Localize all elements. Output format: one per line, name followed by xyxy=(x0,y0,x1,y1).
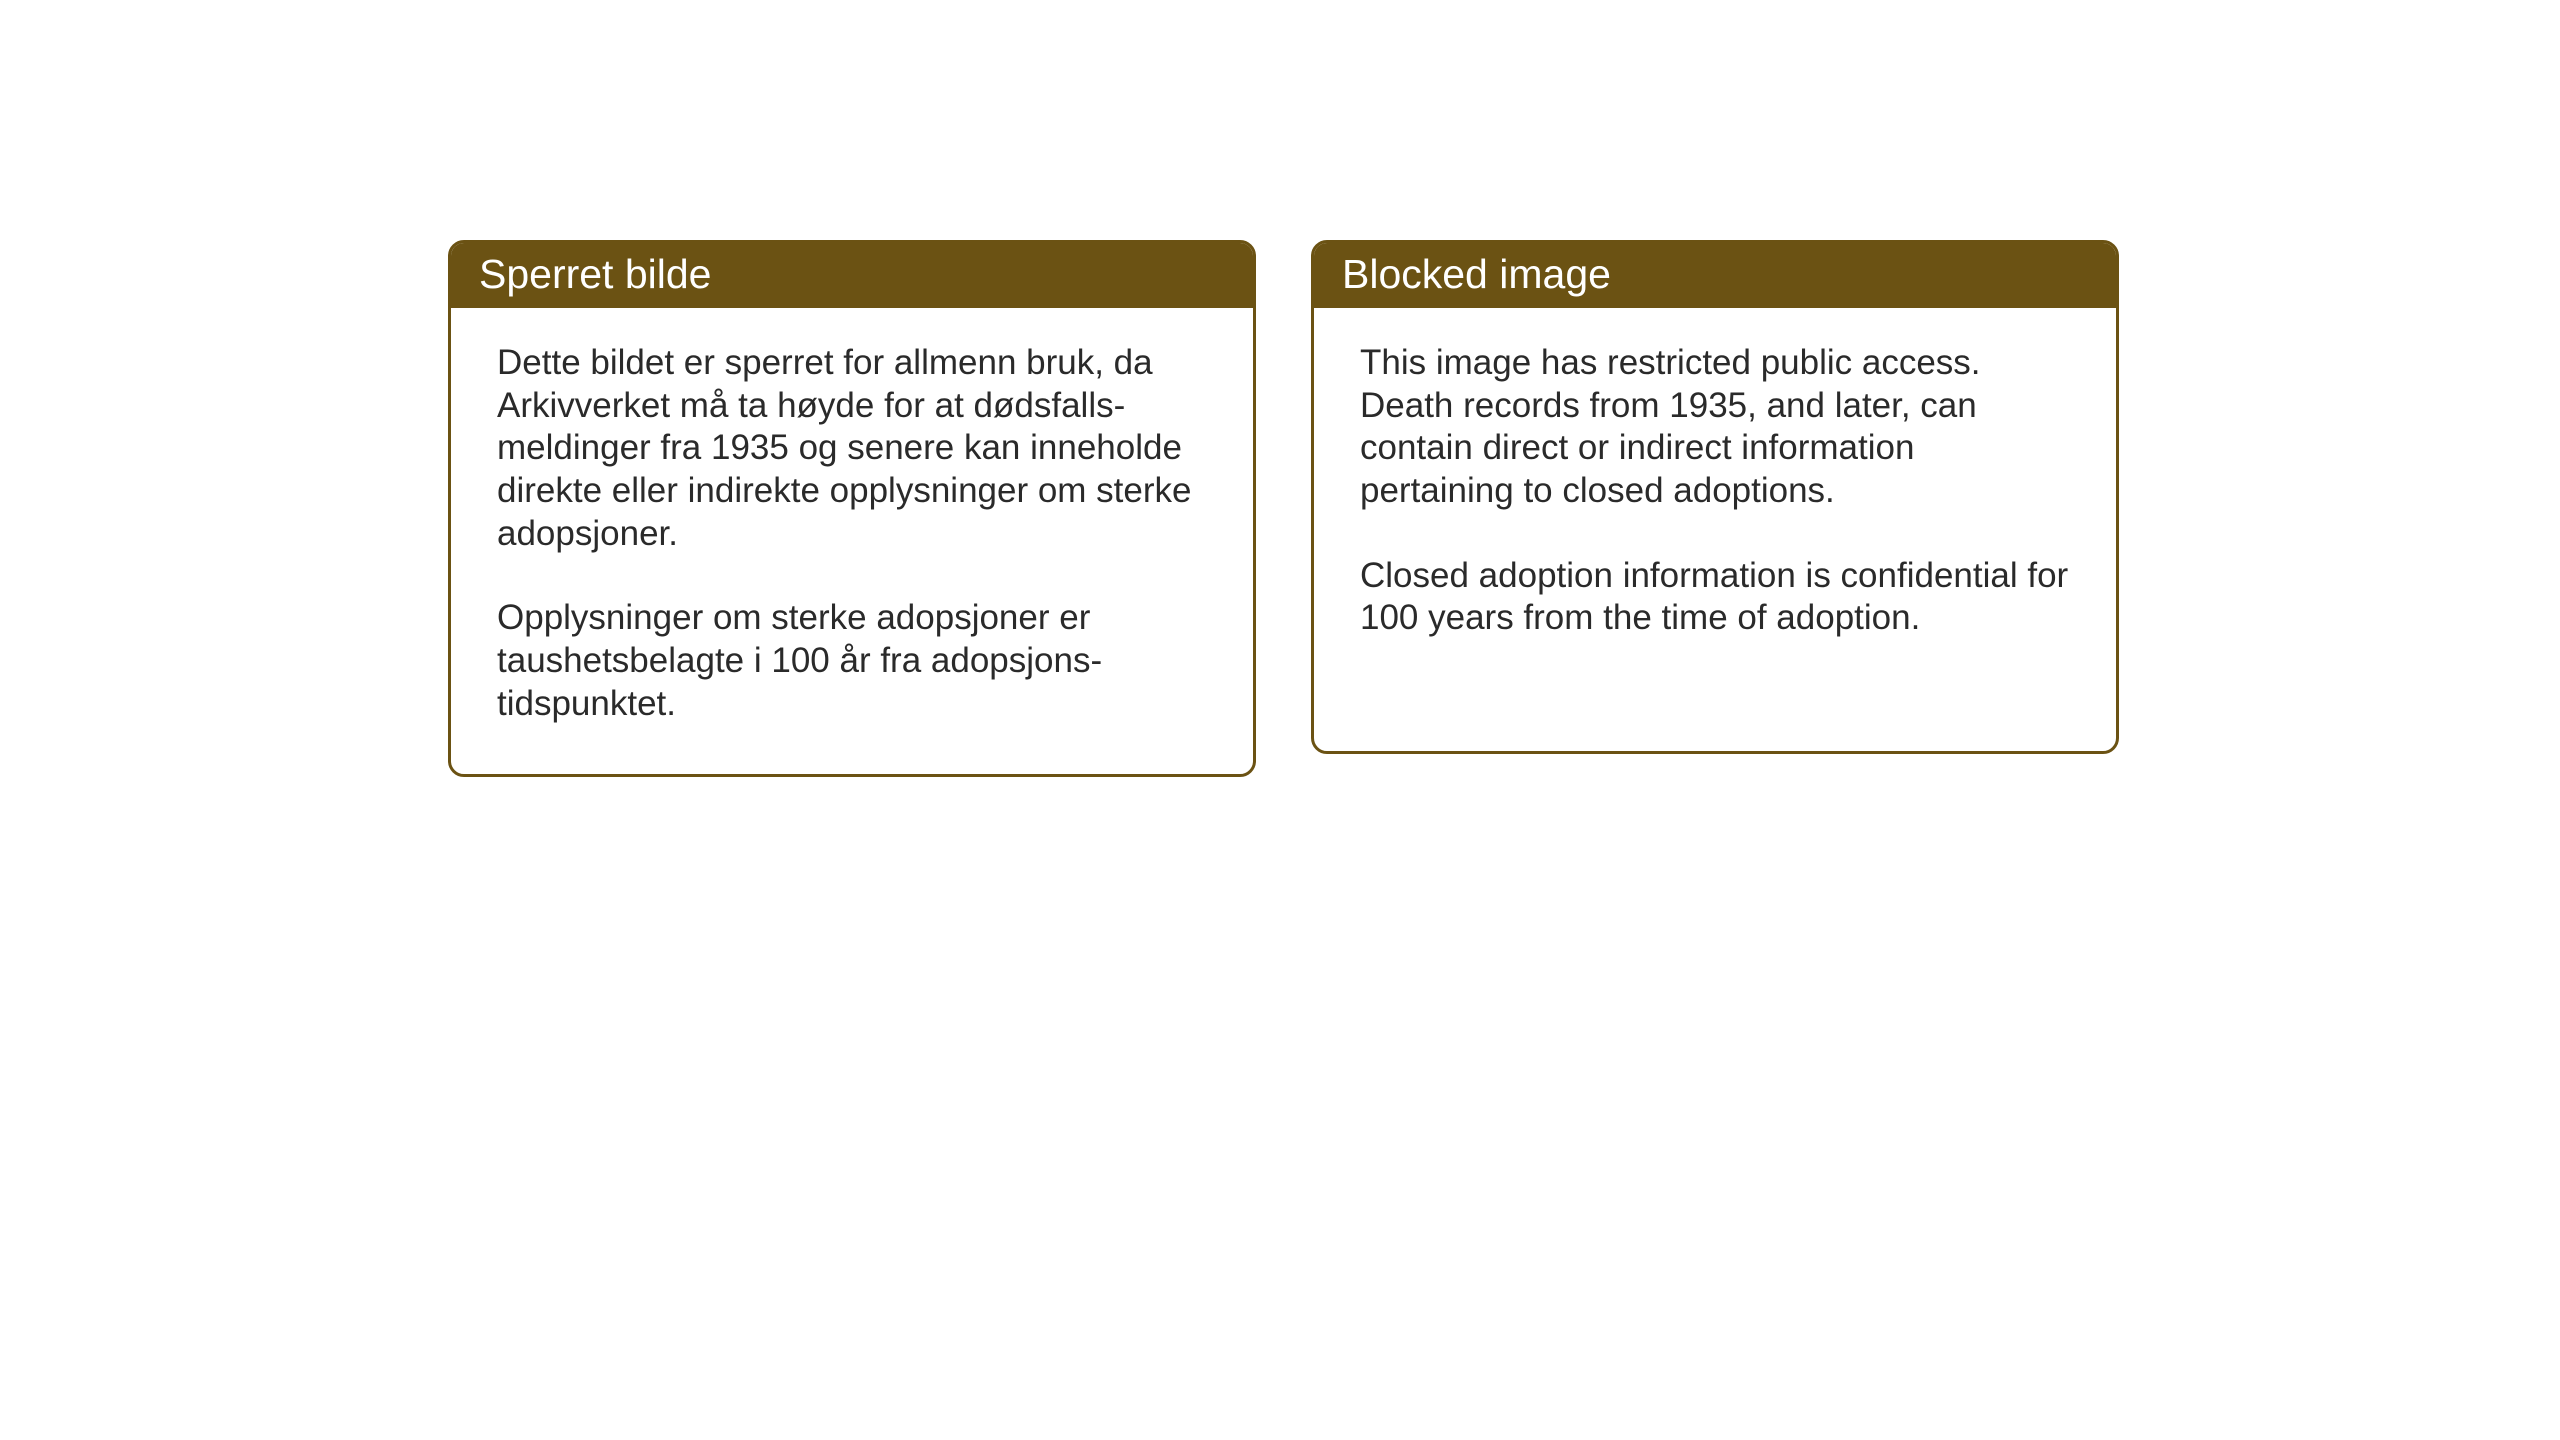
notice-box-norwegian: Sperret bilde Dette bildet er sperret fo… xyxy=(448,240,1256,777)
notice-paragraph-1-en: This image has restricted public access.… xyxy=(1360,342,2070,513)
notice-body-norwegian: Dette bildet er sperret for allmenn bruk… xyxy=(451,308,1253,774)
notice-header-norwegian: Sperret bilde xyxy=(451,243,1253,308)
notice-header-english: Blocked image xyxy=(1314,243,2116,308)
notice-container: Sperret bilde Dette bildet er sperret fo… xyxy=(448,240,2119,777)
notice-paragraph-2-en: Closed adoption information is confident… xyxy=(1360,555,2070,640)
notice-paragraph-2-no: Opplysninger om sterke adopsjoner er tau… xyxy=(497,597,1207,725)
notice-paragraph-1-no: Dette bildet er sperret for allmenn bruk… xyxy=(497,342,1207,555)
notice-box-english: Blocked image This image has restricted … xyxy=(1311,240,2119,754)
notice-body-english: This image has restricted public access.… xyxy=(1314,308,2116,688)
